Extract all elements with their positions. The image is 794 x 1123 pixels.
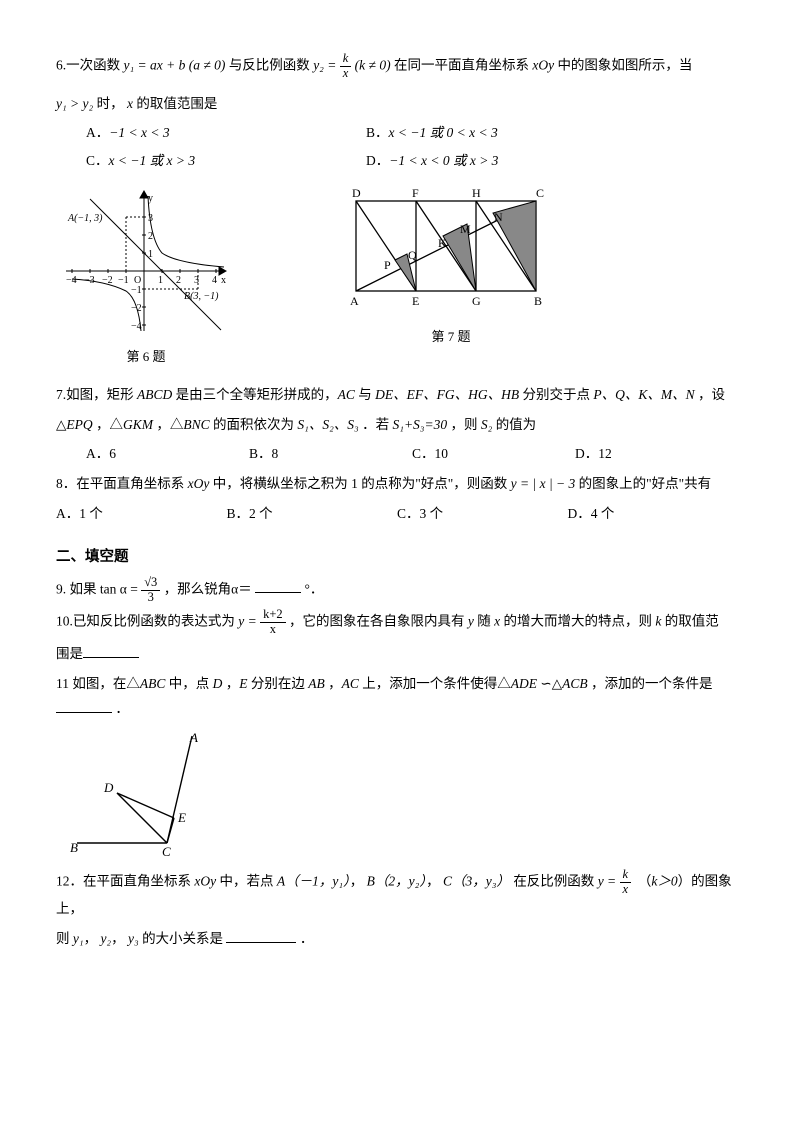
svg-text:1: 1 xyxy=(148,249,153,260)
svg-text:−2: −2 xyxy=(131,303,142,314)
svg-text:−4: −4 xyxy=(66,275,77,286)
figures-row: y x O A(−1, 3) B(3, −1) −4−3−2−1 1234 3−… xyxy=(56,181,738,370)
q10-frac: k+2 x xyxy=(260,608,286,637)
q11: 11 如图，在△ABC 中，点 D ，E 分别在边 AB ，AC 上，添加一个条… xyxy=(56,671,738,722)
svg-text:3: 3 xyxy=(194,275,199,286)
svg-text:x: x xyxy=(221,275,226,286)
svg-text:B(3, −1): B(3, −1) xyxy=(184,291,219,302)
svg-text:K: K xyxy=(438,236,447,250)
svg-text:4: 4 xyxy=(212,275,217,286)
svg-text:2: 2 xyxy=(148,231,153,242)
q7-optC: C．10 xyxy=(412,441,575,467)
q8-optC: C．3 个 xyxy=(397,501,568,527)
svg-text:B: B xyxy=(534,294,542,308)
fig6-box: y x O A(−1, 3) B(3, −1) −4−3−2−1 1234 3−… xyxy=(56,181,236,370)
q12-line1: 12．在平面直角坐标系 xOy 中，若点 A（－1，y₁）， B（2，y₂）， … xyxy=(56,868,738,922)
fig7-box: D F H C A E G B P Q K M N 第 7 题 xyxy=(336,181,566,350)
svg-text:2: 2 xyxy=(176,275,181,286)
svg-text:−4: −4 xyxy=(131,321,142,332)
section2-title: 二、填空题 xyxy=(56,544,738,572)
q6-stem-line2: y₁ > y₂ 时， x 的取值范围是 xyxy=(56,91,738,117)
q6-expr2b: (k ≠ 0) xyxy=(355,57,391,72)
q7-optA: A．6 xyxy=(86,441,249,467)
svg-text:C: C xyxy=(162,844,171,858)
svg-text:A: A xyxy=(350,294,359,308)
q9: 9. 如果 tan α = √3 3 ，那么锐角α＝ °． xyxy=(56,576,738,605)
svg-text:M: M xyxy=(460,222,471,236)
q6-expr2a: y₂ = xyxy=(313,57,340,72)
q8-optB: B．2 个 xyxy=(227,501,398,527)
q6-optB: B．x < −1 或 0 < x < 3 xyxy=(366,120,498,146)
q11-blank xyxy=(56,700,112,713)
q6-t2: 与反比例函数 xyxy=(229,57,313,72)
svg-text:1: 1 xyxy=(158,275,163,286)
q12-line2: 则 y₁， y₂， y₃ 的大小关系是 ． xyxy=(56,926,738,952)
q6-optA: A．−1 < x < 3 xyxy=(86,120,366,146)
q8-optD: D．4 个 xyxy=(568,501,739,527)
svg-text:E: E xyxy=(177,810,186,825)
q6-l2c: x xyxy=(127,96,133,111)
q10-blank xyxy=(83,645,139,658)
q6-l2a: y₁ > y₂ xyxy=(56,96,93,111)
q6-stem-line1: 6.一次函数 y₁ = ax + b (a ≠ 0) 与反比例函数 y₂ = k… xyxy=(56,52,738,81)
q6-opts-row2: C．x < −1 或 x > 3 D．−1 < x < 0 或 x > 3 xyxy=(86,148,738,174)
svg-text:D: D xyxy=(103,780,114,795)
svg-text:A(−1, 3): A(−1, 3) xyxy=(67,213,103,224)
q6-frac: k x xyxy=(340,52,352,81)
q10-line2: 围是 xyxy=(56,641,738,667)
q6-frac-num: k xyxy=(340,52,352,67)
q6-t3: 在同一平面直角坐标系 xyxy=(394,57,532,72)
q12-blank xyxy=(226,930,296,943)
svg-text:E: E xyxy=(412,294,419,308)
q7-line1: 7.如图，矩形 ABCD 是由三个全等矩形拼成的，AC 与 DE、EF、FG、H… xyxy=(56,382,738,408)
svg-text:D: D xyxy=(352,186,361,200)
q6-xoy: xOy xyxy=(532,57,554,72)
q7-optD: D．12 xyxy=(575,441,738,467)
q8-optA: A．1 个 xyxy=(56,501,227,527)
q6-l2b: 时， xyxy=(97,96,127,111)
q7-line2: △EPQ ，△GKM ，△BNC 的面积依次为 S₁、S₂、S₃ ．若 S₁+S… xyxy=(56,412,738,438)
svg-text:G: G xyxy=(472,294,481,308)
q10-line1: 10.已知反比例函数的表达式为 y = k+2 x ，它的图象在各自象限内具有 … xyxy=(56,608,738,637)
svg-text:−1: −1 xyxy=(131,285,142,296)
svg-text:−2: −2 xyxy=(102,275,113,286)
q6-t1: 6.一次函数 xyxy=(56,57,124,72)
fig6-caption: 第 6 题 xyxy=(56,345,236,370)
q6-opts-row1: A．−1 < x < 3 B．x < −1 或 0 < x < 3 xyxy=(86,120,738,146)
q6-optC: C．x < −1 或 x > 3 xyxy=(86,148,366,174)
svg-text:−1: −1 xyxy=(118,275,129,286)
q7-options: A．6 B．8 C．10 D．12 xyxy=(86,441,738,467)
svg-text:P: P xyxy=(384,258,391,272)
svg-text:F: F xyxy=(412,186,419,200)
fig6-svg: y x O A(−1, 3) B(3, −1) −4−3−2−1 1234 3−… xyxy=(56,181,236,341)
q8-options: A．1 个 B．2 个 C．3 个 D．4 个 xyxy=(56,501,738,527)
svg-text:3: 3 xyxy=(148,213,153,224)
q9-blank xyxy=(255,580,301,593)
q6-frac-den: x xyxy=(340,67,352,81)
fig7-caption: 第 7 题 xyxy=(336,325,566,350)
fig7-svg: D F H C A E G B P Q K M N xyxy=(336,181,566,321)
q9-frac: √3 3 xyxy=(141,576,160,605)
q8-stem: 8．在平面直角坐标系 xOy 中，将横纵坐标之积为 1 的点称为"好点"，则函数… xyxy=(56,471,738,497)
svg-text:Q: Q xyxy=(408,248,417,262)
svg-text:A: A xyxy=(189,730,198,745)
svg-text:B: B xyxy=(70,840,78,855)
svg-text:y: y xyxy=(148,193,153,204)
q6-expr1: y₁ = ax + b (a ≠ 0) xyxy=(124,57,226,72)
q6-optD: D．−1 < x < 0 或 x > 3 xyxy=(366,148,498,174)
q7-optB: B．8 xyxy=(249,441,412,467)
q6-l2d: 的取值范围是 xyxy=(136,96,217,111)
svg-text:C: C xyxy=(536,186,544,200)
svg-text:−3: −3 xyxy=(84,275,95,286)
q11-fig: A B C D E xyxy=(62,728,738,858)
q6-t4: 中的图象如图所示，当 xyxy=(557,57,692,72)
svg-text:H: H xyxy=(472,186,481,200)
svg-text:N: N xyxy=(494,210,503,224)
q12-frac: k x xyxy=(620,868,632,897)
